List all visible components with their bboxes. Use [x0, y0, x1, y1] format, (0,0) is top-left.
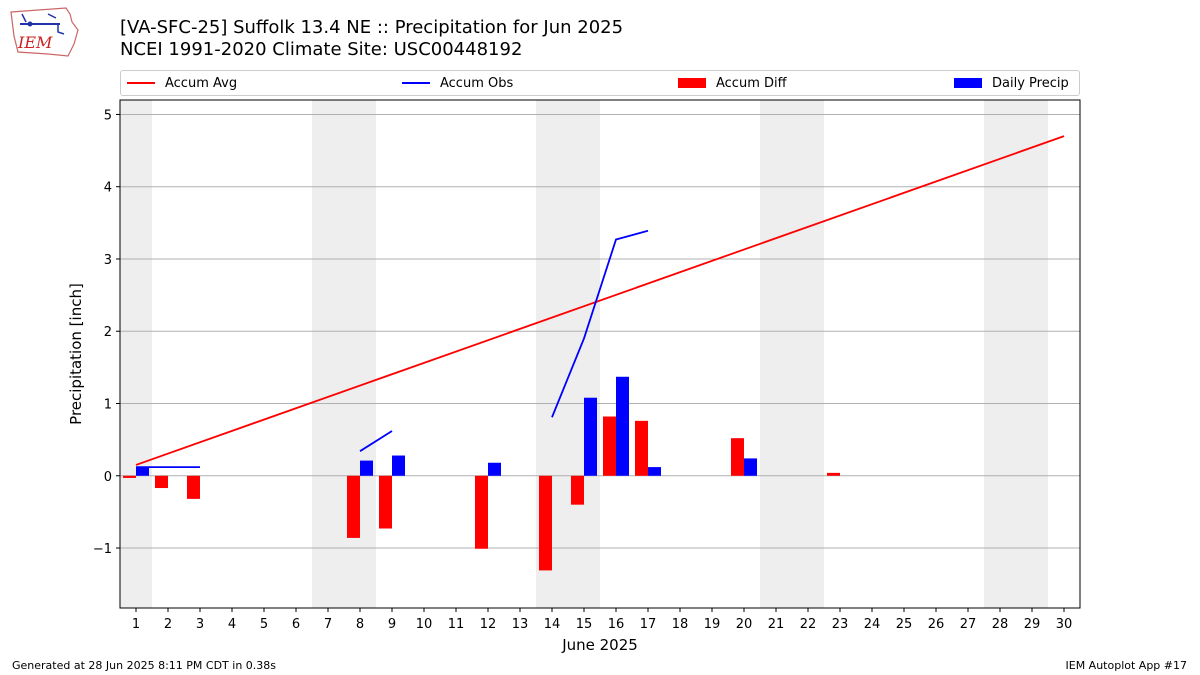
daily-bar: [360, 460, 373, 476]
x-axis-label: June 2025: [561, 636, 638, 654]
x-tick-label: 20: [736, 617, 753, 632]
diff-bar: [155, 475, 168, 489]
legend-item-daily-precip: Daily Precip: [954, 71, 1069, 95]
x-tick-label: 7: [324, 617, 332, 632]
diff-bar: [635, 420, 648, 476]
chart-title: [VA-SFC-25] Suffolk 13.4 NE :: Precipita…: [120, 17, 624, 38]
diff-bar: [123, 475, 136, 478]
plot-frame: [119, 99, 1081, 609]
svg-text:IEM: IEM: [17, 33, 53, 52]
x-tick-label: 12: [480, 617, 497, 632]
x-tick-label: 23: [832, 617, 849, 632]
x-tick-label: 13: [512, 617, 529, 632]
legend-swatch-accum-avg: [127, 82, 155, 84]
x-tick-label: 1: [132, 617, 140, 632]
diff-bar: [379, 475, 392, 529]
iem-logo: IEM: [10, 7, 79, 57]
x-tick-label: 22: [800, 617, 817, 632]
daily-bar: [584, 397, 597, 476]
legend-label-daily-precip: Daily Precip: [992, 75, 1069, 91]
x-tick-label: 18: [672, 617, 689, 632]
weekend-band: [120, 100, 152, 608]
x-tick-label: 8: [356, 617, 364, 632]
y-tick-label: 2: [104, 325, 112, 340]
x-tick-label: 21: [768, 617, 785, 632]
legend-label-accum-avg: Accum Avg: [165, 75, 238, 91]
chart-subtitle: NCEI 1991-2020 Climate Site: USC00448192: [120, 39, 523, 60]
y-tick-label: 3: [104, 253, 112, 268]
weekend-band: [312, 100, 376, 608]
legend-swatch-accum-diff: [678, 78, 706, 88]
x-tick-label: 6: [292, 617, 300, 632]
diff-bar: [827, 472, 840, 476]
daily-bar: [488, 462, 501, 476]
daily-bar: [136, 467, 149, 476]
x-tick-label: 4: [228, 617, 236, 632]
diff-bar: [539, 475, 552, 571]
x-tick-label: 29: [1024, 617, 1041, 632]
x-tick-label: 2: [164, 617, 172, 632]
legend-item-accum-diff: Accum Diff: [678, 71, 787, 95]
weekend-band: [984, 100, 1048, 608]
legend-swatch-accum-obs: [402, 82, 430, 84]
daily-bar: [648, 467, 661, 476]
x-tick-label: 30: [1056, 617, 1073, 632]
legend-label-accum-obs: Accum Obs: [440, 75, 514, 91]
y-axis-label: Precipitation [inch]: [67, 283, 85, 425]
x-tick-label: 14: [544, 617, 561, 632]
x-tick-label: 5: [260, 617, 268, 632]
weekend-band: [760, 100, 824, 608]
x-tick-label: 11: [448, 617, 465, 632]
daily-bar: [744, 458, 757, 476]
legend-label-accum-diff: Accum Diff: [716, 75, 787, 91]
y-tick-label: 4: [104, 181, 112, 196]
x-tick-label: 24: [864, 617, 881, 632]
y-tick-label: 5: [104, 108, 112, 123]
x-tick-label: 17: [640, 617, 657, 632]
diff-bar: [603, 416, 616, 476]
y-tick-label: 0: [104, 470, 112, 485]
accum-avg-line: [135, 135, 1065, 466]
daily-bar: [392, 455, 405, 476]
diff-bar: [187, 475, 200, 499]
x-tick-label: 25: [896, 617, 913, 632]
footer-app: IEM Autoplot App #17: [1065, 659, 1188, 672]
x-tick-label: 16: [608, 617, 625, 632]
y-tick-label: 1: [104, 397, 112, 412]
x-tick-label: 19: [704, 617, 721, 632]
diff-bar: [475, 475, 488, 549]
x-tick-label: 27: [960, 617, 977, 632]
x-tick-label: 9: [388, 617, 396, 632]
footer-generated: Generated at 28 Jun 2025 8:11 PM CDT in …: [12, 659, 277, 672]
x-tick-label: 15: [576, 617, 593, 632]
diff-bar: [731, 438, 744, 476]
legend-swatch-daily-precip: [954, 78, 982, 88]
diff-bar: [347, 475, 360, 538]
legend-item-accum-obs: Accum Obs: [402, 71, 513, 95]
x-tick-label: 28: [992, 617, 1009, 632]
x-tick-label: 10: [416, 617, 433, 632]
y-tick-label: −1: [93, 542, 112, 557]
accum-obs-line: [359, 430, 393, 452]
x-tick-label: 26: [928, 617, 945, 632]
accum-obs-line: [551, 229, 649, 418]
legend: Accum Avg Accum Obs Accum Diff Daily Pre…: [120, 70, 1080, 96]
legend-item-accum-avg: Accum Avg: [127, 71, 237, 95]
diff-bar: [571, 475, 584, 505]
x-tick-label: 3: [196, 617, 204, 632]
daily-bar: [616, 376, 629, 476]
